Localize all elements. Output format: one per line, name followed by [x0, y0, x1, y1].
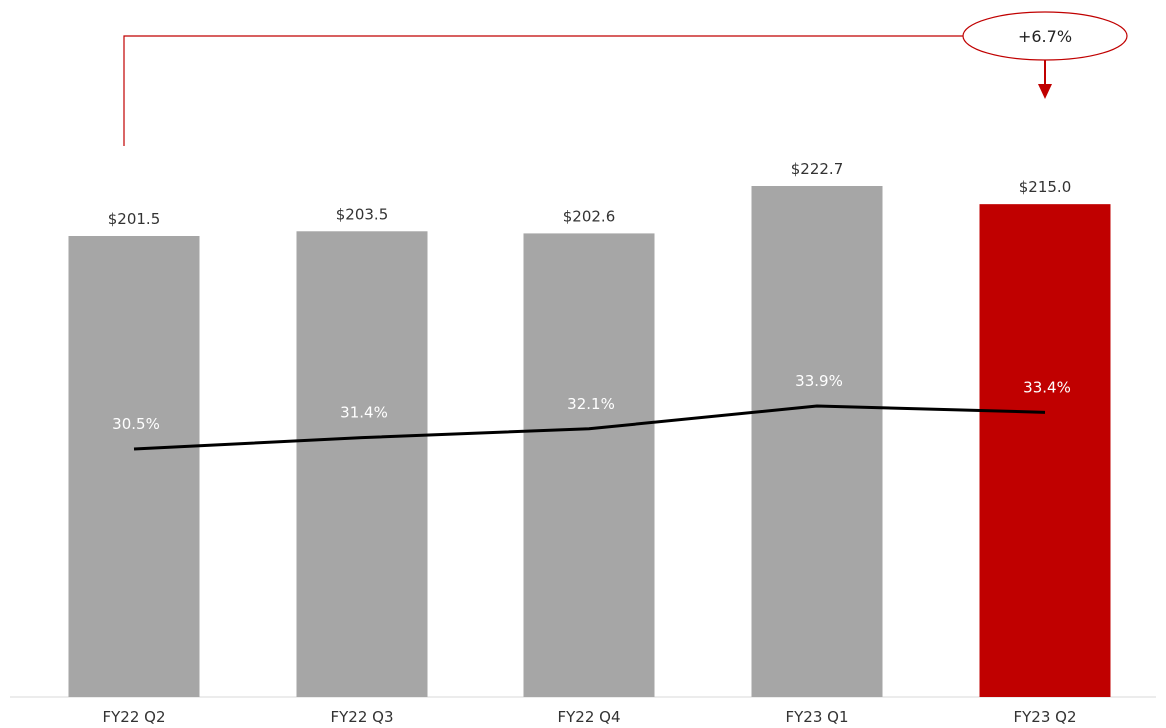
- margin-line-group: 30.5% 31.4% 32.1% 33.9% 33.4%: [112, 372, 1071, 451]
- bar-group: $201.5 FY22 Q2 $203.5 FY22 Q3 $202.6 FY22 Q4 $…: [68, 160, 1111, 726]
- margin-line: [133, 404, 1046, 451]
- callout-arrow-head: [1038, 84, 1052, 99]
- bar-value-label: $222.7: [791, 160, 844, 178]
- bar: [979, 204, 1111, 697]
- line-value-label: 32.1%: [567, 395, 615, 413]
- line-value-label: 30.5%: [112, 415, 160, 433]
- growth-callout: +6.7%: [123, 11, 1128, 146]
- line-value-label: 31.4%: [340, 404, 388, 422]
- callout-label: +6.7%: [1018, 27, 1072, 46]
- bar: [523, 233, 655, 698]
- bar-value-label: $203.5: [336, 205, 389, 223]
- bar: [68, 236, 200, 697]
- line-value-label: 33.4%: [1023, 378, 1071, 396]
- x-tick-label: FY23 Q2: [1014, 708, 1077, 726]
- bar-value-label: $202.6: [563, 207, 616, 225]
- bar-value-label: $201.5: [108, 210, 161, 228]
- bar-value-label: $215.0: [1019, 178, 1072, 196]
- x-tick-label: FY22 Q3: [331, 708, 394, 726]
- callout-connector: [123, 35, 963, 146]
- bar: [751, 186, 883, 697]
- x-tick-label: FY23 Q1: [786, 708, 849, 726]
- bar: [296, 231, 428, 697]
- x-tick-label: FY22 Q4: [558, 708, 621, 726]
- line-value-label: 33.9%: [795, 372, 843, 390]
- x-tick-label: FY22 Q2: [103, 708, 166, 726]
